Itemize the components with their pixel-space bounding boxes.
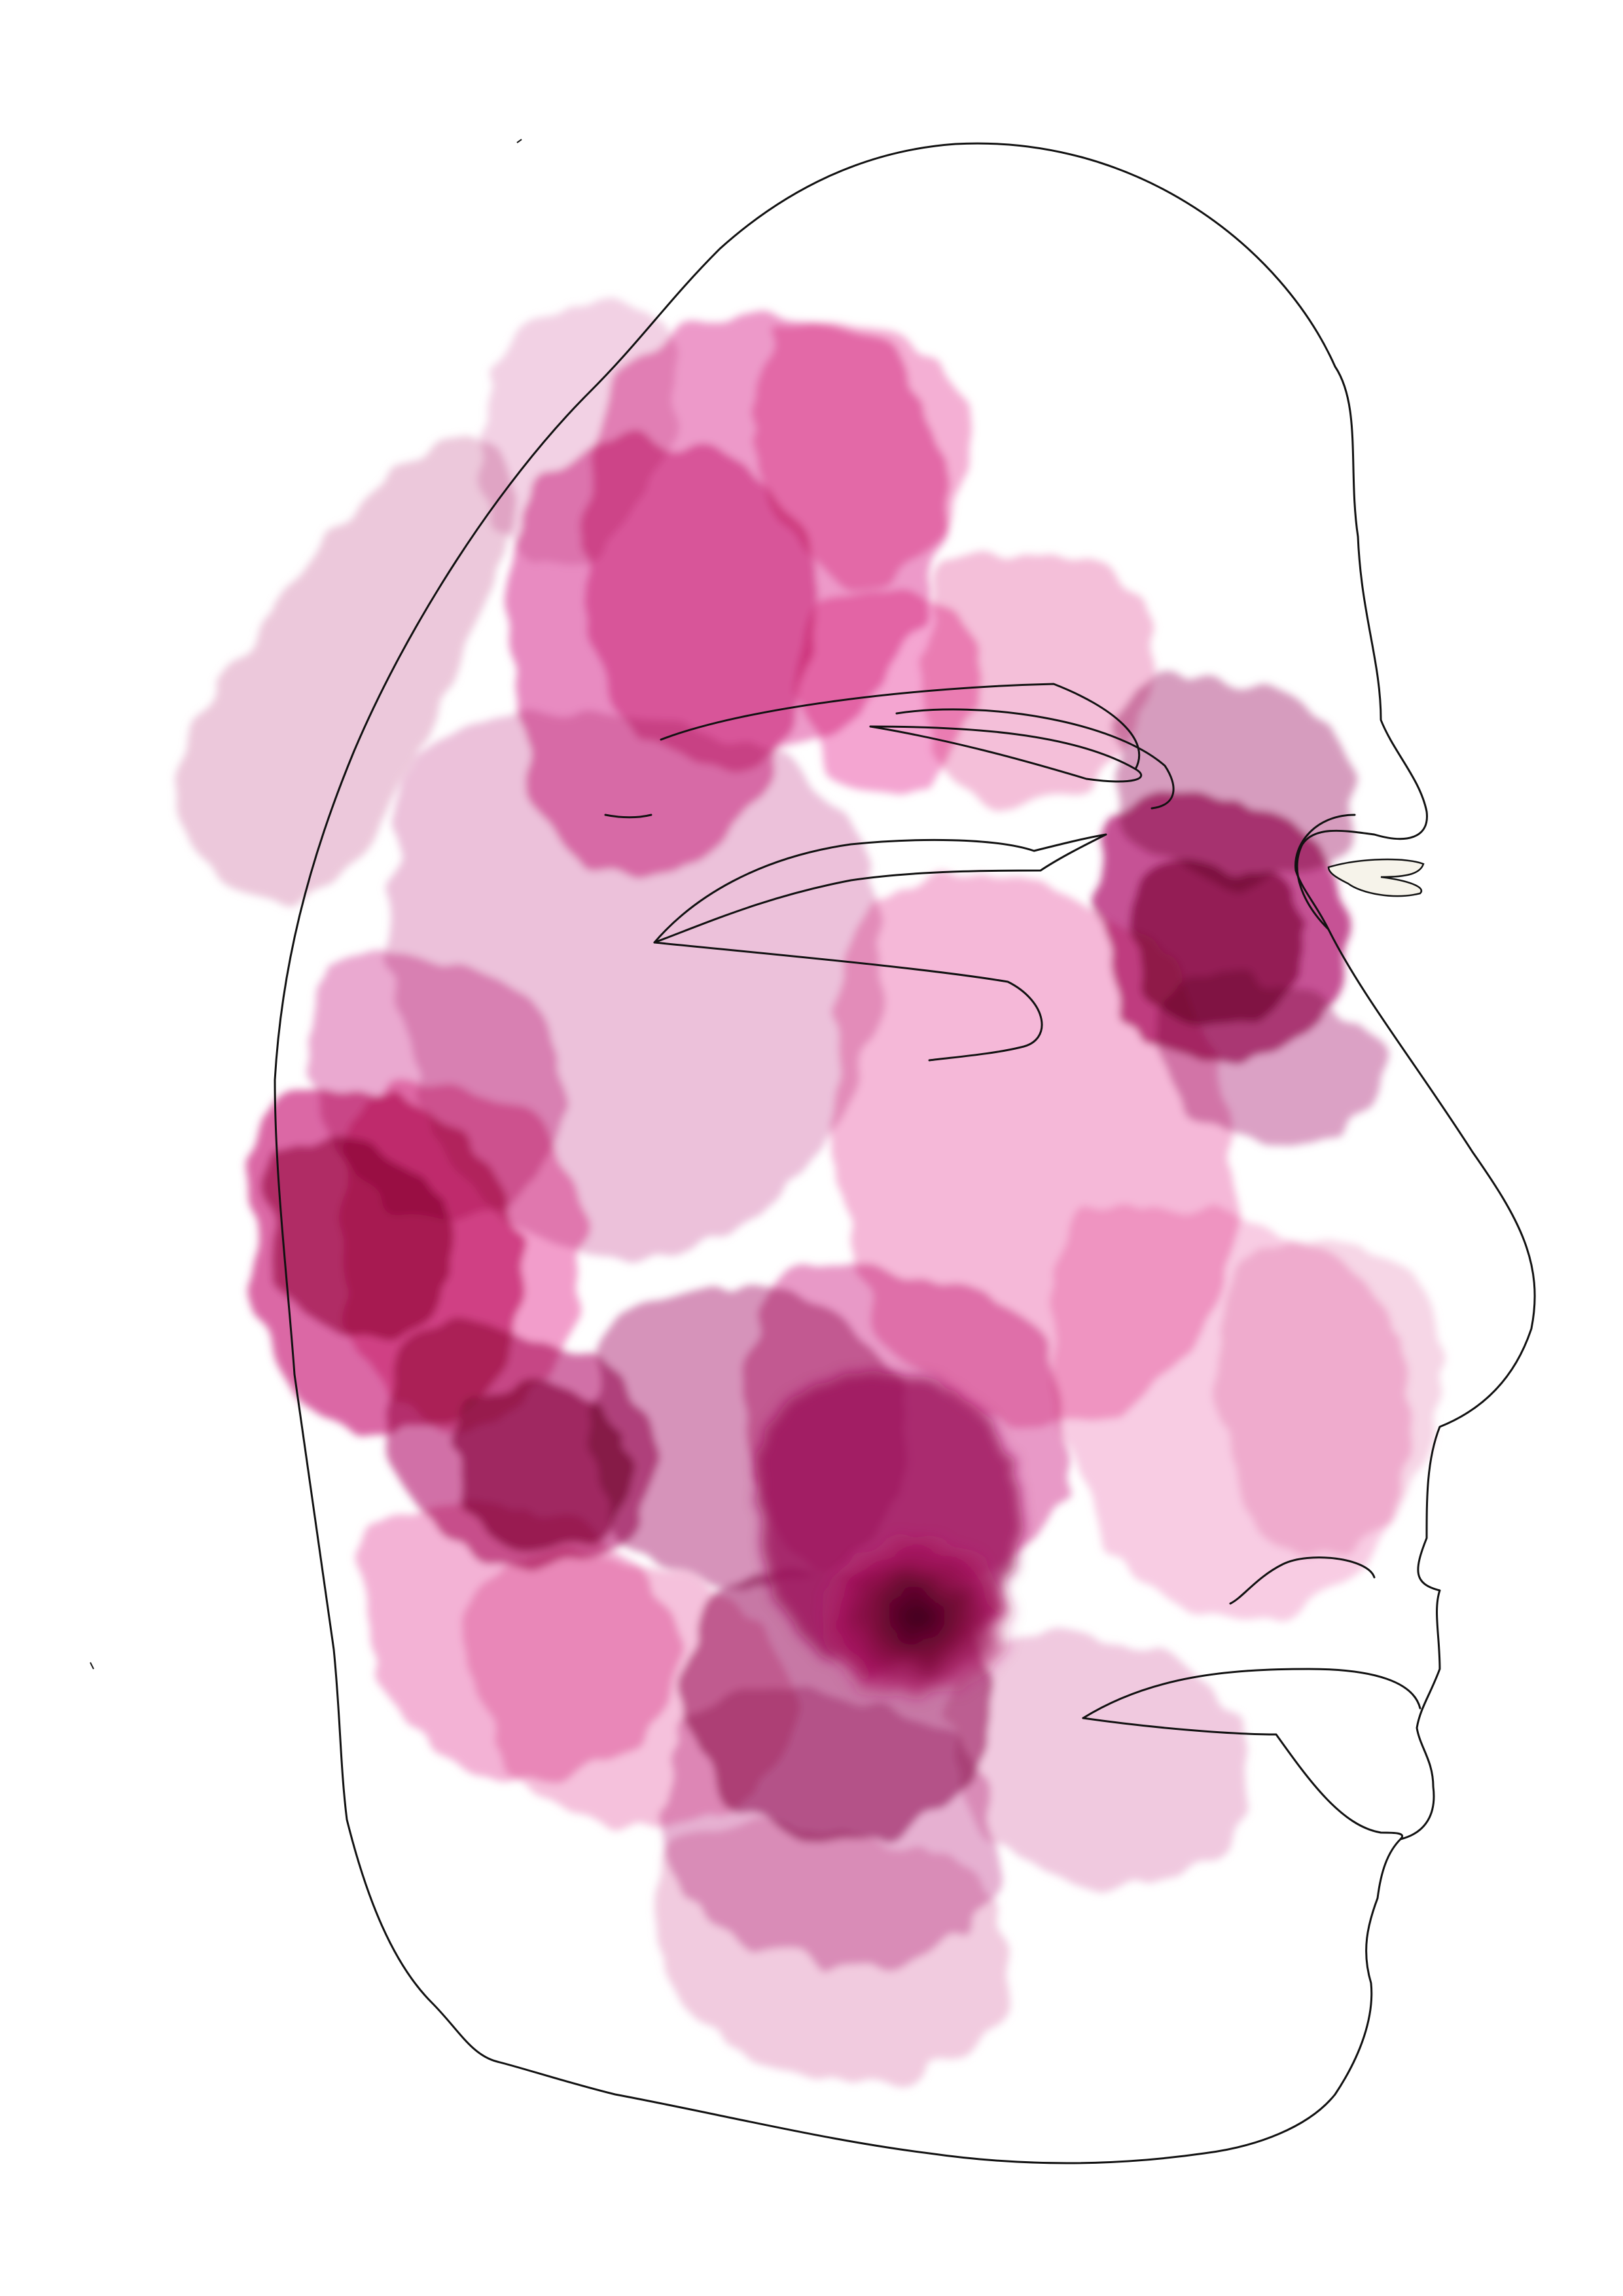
stray-mark-left xyxy=(90,1662,94,1670)
blot-brow-pink xyxy=(923,550,1154,806)
blot-pale-left xyxy=(177,438,513,900)
lip-upper xyxy=(1229,1556,1376,1605)
brow-line-upper xyxy=(660,683,1140,770)
stray-marks xyxy=(90,139,522,1670)
lip-line xyxy=(1082,1668,1421,1719)
head-contour xyxy=(274,142,1536,2164)
eye-fold xyxy=(653,833,1107,944)
blot-forehead-right xyxy=(756,319,967,586)
stray-mark-top xyxy=(516,139,522,143)
brow-line-lower xyxy=(895,708,1175,810)
blot-cheek-pale-right xyxy=(1221,1244,1445,1552)
face-outline xyxy=(274,142,1536,2164)
cheek-fold xyxy=(653,941,1043,1062)
nose-wing xyxy=(1294,814,1356,931)
blot-bottom-pale xyxy=(654,1824,1008,2082)
blot-core-dark xyxy=(818,1532,1014,1702)
brow-line-inner xyxy=(869,725,1143,783)
lip-corner xyxy=(1082,1717,1403,1840)
nostril-shape xyxy=(1327,858,1425,897)
blot-lower-right-pale xyxy=(948,1634,1249,1886)
brow-tick xyxy=(604,814,652,819)
nostril xyxy=(1327,858,1425,897)
dark-core-layer xyxy=(757,1372,1021,1702)
